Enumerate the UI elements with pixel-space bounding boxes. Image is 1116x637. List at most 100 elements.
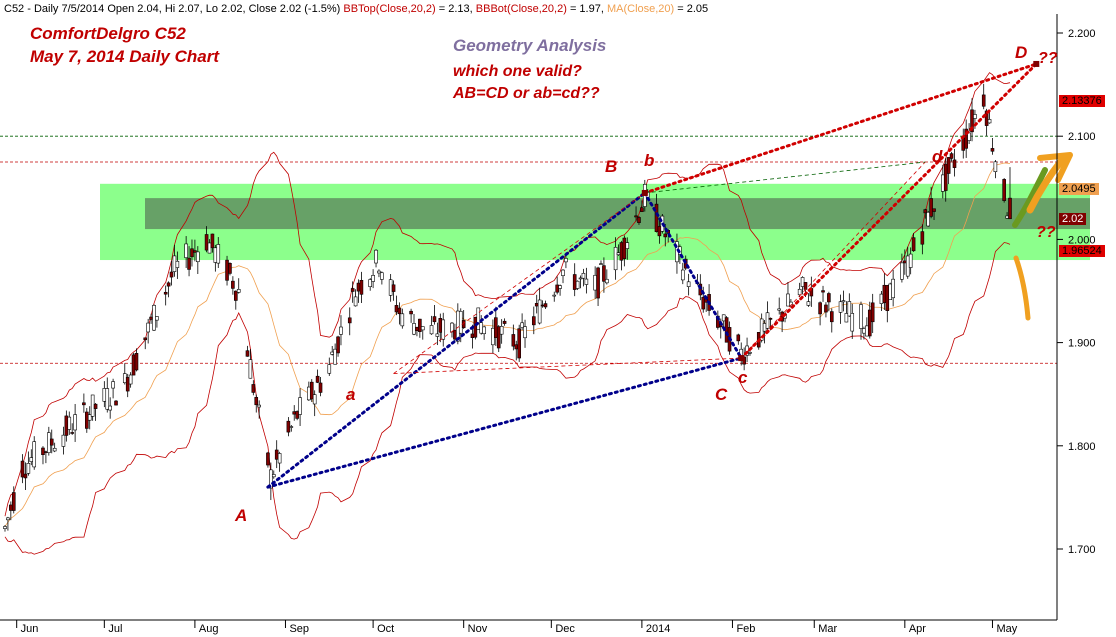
candle-body xyxy=(789,301,793,307)
candle-body xyxy=(233,290,238,301)
candle-body xyxy=(152,305,156,331)
y-tick-label: 2.100 xyxy=(1068,131,1096,143)
y-tick-label: 1.900 xyxy=(1068,338,1096,350)
candle-body xyxy=(429,325,434,335)
candle-body xyxy=(870,302,875,323)
candle-body xyxy=(537,299,542,324)
candle-body xyxy=(166,282,171,287)
up-arrow-green-stroke xyxy=(1012,167,1048,228)
candle-body xyxy=(336,336,340,354)
candle-body xyxy=(932,208,936,212)
point-label-D: D xyxy=(1015,43,1028,62)
candle-body xyxy=(946,157,951,174)
candle-body xyxy=(23,473,28,479)
candle-body xyxy=(32,441,37,468)
candle-body xyxy=(330,351,335,355)
point-label-b: b xyxy=(644,151,655,170)
chart-title-date: May 7, 2014 Daily Chart xyxy=(30,47,219,66)
candle-body xyxy=(634,215,638,218)
question-which-valid: which one valid? xyxy=(453,63,582,80)
x-tick-label: Oct xyxy=(377,623,394,635)
question-marks-upper: ?? xyxy=(1038,50,1058,67)
candle-body xyxy=(347,317,352,324)
candle-body xyxy=(420,326,425,331)
candle-body xyxy=(926,211,930,227)
pattern-point-marker-D xyxy=(1033,60,1040,67)
candle-body xyxy=(102,388,107,402)
candle-body xyxy=(821,290,825,293)
candle-body xyxy=(865,325,869,337)
chart-title-stock: ComfortDelgro C52 xyxy=(30,24,186,43)
y-tick-label: 1.700 xyxy=(1068,544,1096,556)
candle-body xyxy=(225,259,229,281)
x-tick-label: Mar xyxy=(818,623,837,635)
bbbot-price-tag: 1.96524 xyxy=(1059,245,1105,257)
candle-body xyxy=(146,322,150,333)
candle-body xyxy=(578,277,583,280)
candle-body xyxy=(309,381,314,400)
x-tick-label: Aug xyxy=(199,623,219,635)
candle-body xyxy=(41,447,45,455)
candle-body xyxy=(637,217,641,223)
candle-body xyxy=(929,198,933,217)
candle-body xyxy=(593,274,597,291)
pattern-point-marker-B xyxy=(641,189,648,196)
x-tick-label: Jun xyxy=(21,623,39,635)
candle-body xyxy=(540,304,545,307)
candle-body xyxy=(491,327,495,346)
candle-body xyxy=(558,285,562,289)
candle-body xyxy=(502,320,507,324)
candle-body xyxy=(438,318,443,333)
candle-body xyxy=(307,386,311,401)
point-label-C: C xyxy=(715,385,728,404)
candle-body xyxy=(680,269,685,281)
candle-body xyxy=(555,284,559,293)
candle-body xyxy=(654,203,659,232)
candle-body xyxy=(838,301,843,313)
candle-body xyxy=(169,271,174,278)
y-tick-label: 2.000 xyxy=(1068,234,1096,246)
candle-body xyxy=(584,278,589,285)
candle-body xyxy=(605,278,609,284)
pattern-point-marker-c xyxy=(738,355,745,362)
x-tick-label: Dec xyxy=(555,623,575,635)
candle-body xyxy=(274,449,279,460)
candle-body xyxy=(961,137,966,151)
candle-body xyxy=(257,404,261,408)
candle-body xyxy=(210,233,215,249)
candle-body xyxy=(622,237,627,259)
candle-body xyxy=(11,492,16,511)
candle-body xyxy=(499,326,504,335)
candle-body xyxy=(47,432,51,453)
candle-body xyxy=(736,334,741,342)
candle-body xyxy=(377,270,381,274)
point-label-A: A xyxy=(235,506,248,525)
candle-body xyxy=(531,316,536,326)
candle-body xyxy=(298,397,302,415)
candle-body xyxy=(517,328,521,359)
candle-body xyxy=(943,163,948,191)
candle-body xyxy=(432,316,437,323)
candle-body xyxy=(128,374,133,385)
candle-body xyxy=(125,377,130,392)
candle-body xyxy=(970,109,974,133)
candle-body xyxy=(908,253,913,268)
candle-body xyxy=(187,257,191,270)
point-label-d: d xyxy=(932,147,943,166)
candle-body xyxy=(312,394,317,405)
geometry-analysis-label: Geometry Analysis xyxy=(453,36,607,55)
pattern-line-ab xyxy=(393,192,646,374)
header-prefix: C52 - Daily 7/5/2014 Open 2.04, Hi 2.07,… xyxy=(4,3,341,15)
candle-body xyxy=(172,255,177,272)
candle-body xyxy=(394,305,399,313)
candle-body xyxy=(768,317,773,320)
header-bbtop-value: = 2.13, xyxy=(438,3,473,15)
candle-body xyxy=(435,333,440,337)
candle-body xyxy=(847,301,852,317)
pattern-line-CD xyxy=(739,62,1038,360)
candle-body xyxy=(786,293,790,307)
candle-body xyxy=(6,517,10,521)
candle-body xyxy=(184,243,188,259)
candle-body xyxy=(248,359,253,379)
